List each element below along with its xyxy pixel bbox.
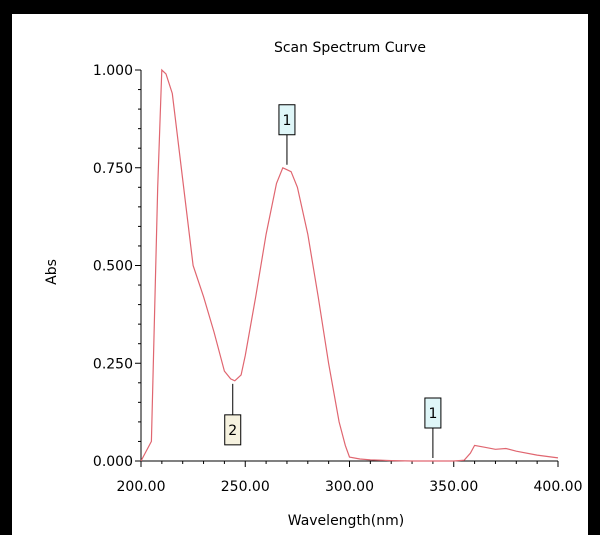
- y-tick-label: 0.250: [93, 356, 133, 372]
- marker-label: 2: [228, 423, 237, 439]
- y-tick-label: 1.000: [93, 63, 133, 79]
- markers: 1 2 1: [224, 104, 442, 458]
- peak-marker: 1: [424, 397, 442, 458]
- x-ticks: 200.00 250.00 300.00 350.00 400.00: [117, 461, 583, 495]
- x-tick-label: 250.00: [221, 479, 270, 495]
- y-tick-label: 0.750: [93, 161, 133, 177]
- peak-marker: 1: [278, 104, 296, 165]
- x-tick-label: 200.00: [117, 479, 166, 495]
- y-ticks: 0.000 0.250 0.500 0.750 1.000: [93, 63, 141, 470]
- spectrum-chart: Scan Spectrum Curve Wavelength(nm) Abs 0…: [44, 40, 583, 529]
- x-tick-label: 400.00: [534, 479, 583, 495]
- axes: [140, 70, 558, 462]
- y-tick-label: 0.000: [93, 454, 133, 470]
- x-tick-label: 350.00: [429, 479, 478, 495]
- marker-box: [278, 104, 296, 136]
- marker-box: [424, 397, 442, 429]
- x-axis-label: Wavelength(nm): [288, 513, 404, 529]
- series-line: [140, 68, 559, 462]
- y-tick-label: 0.500: [93, 259, 133, 275]
- chart-title: Scan Spectrum Curve: [274, 40, 426, 56]
- chart-window: Scan Spectrum Curve Wavelength(nm) Abs 0…: [12, 14, 588, 535]
- valley-marker: 2: [224, 383, 242, 446]
- marker-box: [224, 414, 242, 446]
- marker-label: 1: [282, 113, 291, 129]
- marker-label: 1: [428, 406, 437, 422]
- y-axis-label: Abs: [44, 259, 60, 285]
- x-tick-label: 300.00: [325, 479, 374, 495]
